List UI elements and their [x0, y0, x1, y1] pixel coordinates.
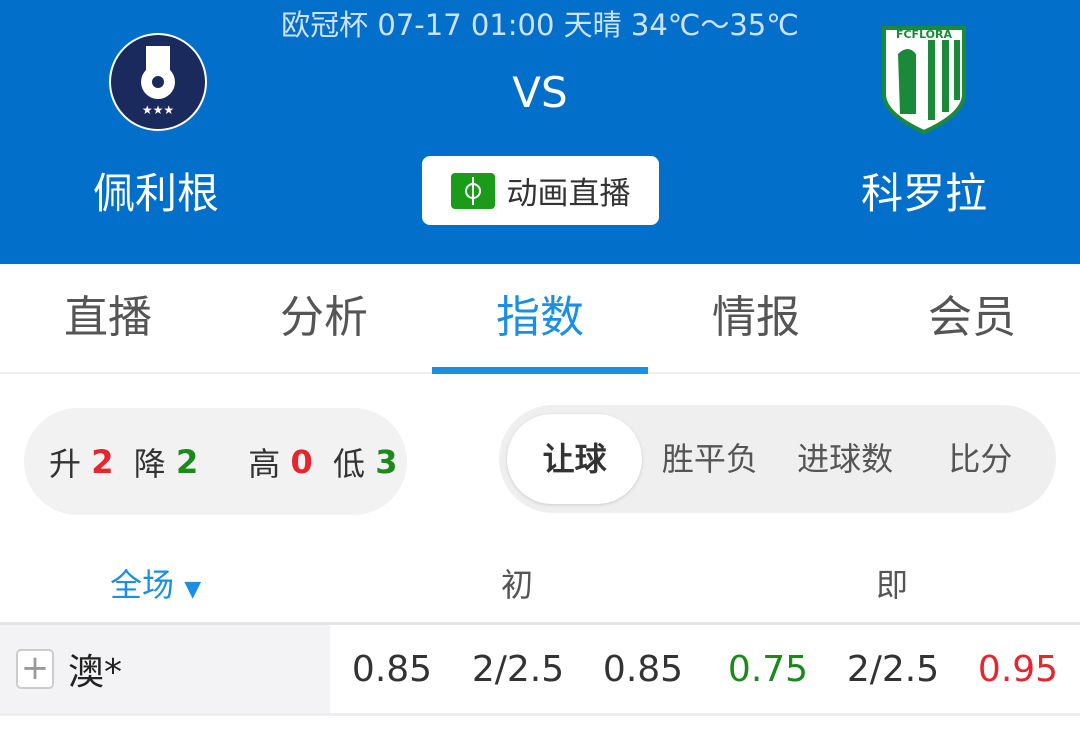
down-label: 降 [133, 444, 166, 483]
tab-odds[interactable]: 指数 [432, 264, 648, 374]
live-home-odds: 0.75 [727, 649, 809, 690]
live-handicap: 2/2.5 [846, 649, 940, 690]
svg-text:FCFLORA: FCFLORA [896, 28, 953, 41]
tab-member[interactable]: 会员 [928, 292, 1016, 343]
live-away-odds: 0.95 [977, 649, 1059, 690]
initial-handicap: 2/2.5 [471, 649, 565, 690]
initial-home-odds: 0.85 [351, 649, 433, 690]
match-info: 欧冠杯 07-17 01:00 天晴 34℃～35℃ [281, 8, 799, 42]
tab-analysis[interactable]: 分析 [280, 292, 368, 343]
up-label: 升 [49, 444, 82, 483]
tab-live[interactable]: 直播 [64, 292, 152, 343]
low-label: 低 [333, 444, 366, 483]
animation-live-button[interactable]: 动画直播 [422, 156, 659, 225]
animation-live-label: 动画直播 [506, 176, 631, 212]
tab-intel[interactable]: 情报 [712, 292, 800, 343]
up-count: 2 [91, 442, 114, 481]
segment-1x2[interactable]: 胜平负 [661, 440, 758, 478]
scope-dropdown[interactable]: 全场 ▼ [110, 560, 201, 606]
high-label: 高 [248, 444, 281, 483]
home-team-logo[interactable]: ★★★ [108, 32, 208, 132]
expand-plus-icon[interactable]: + [16, 649, 54, 689]
vs-label: VS [512, 68, 568, 117]
caret-down-icon: ▼ [184, 577, 202, 602]
live-column-header: 即 [876, 566, 909, 604]
odds-type-segment: 让球 胜平负 进球数 比分 [499, 405, 1056, 513]
scope-label: 全场 [110, 566, 175, 604]
segment-goals[interactable]: 进球数 [797, 440, 894, 478]
away-team-logo[interactable]: FCFLORA [880, 24, 968, 134]
segment-handicap[interactable]: 让球 [507, 414, 643, 504]
company-name: 澳* [68, 652, 123, 693]
odds-change-summary: 升 2 降 2 高 0 低 3 [24, 408, 407, 515]
low-count: 3 [375, 442, 398, 481]
svg-text:★★★: ★★★ [142, 103, 174, 117]
table-row[interactable]: + 澳* 0.85 2/2.5 0.85 0.75 2/2.5 0.95 [0, 622, 1080, 716]
main-tabs: 直播 分析 指数 情报 会员 [0, 264, 1080, 374]
match-header: 欧冠杯 07-17 01:00 天晴 34℃～35℃ ★★★ FCFLORA V… [0, 0, 1080, 264]
high-count: 0 [290, 442, 313, 481]
down-count: 2 [175, 442, 199, 481]
segment-score[interactable]: 比分 [948, 440, 1013, 478]
home-team-name[interactable]: 佩利根 [92, 169, 219, 218]
pitch-icon [450, 172, 495, 209]
initial-away-odds: 0.85 [602, 649, 684, 690]
away-team-name[interactable]: 科罗拉 [860, 169, 987, 218]
initial-column-header: 初 [501, 566, 534, 604]
